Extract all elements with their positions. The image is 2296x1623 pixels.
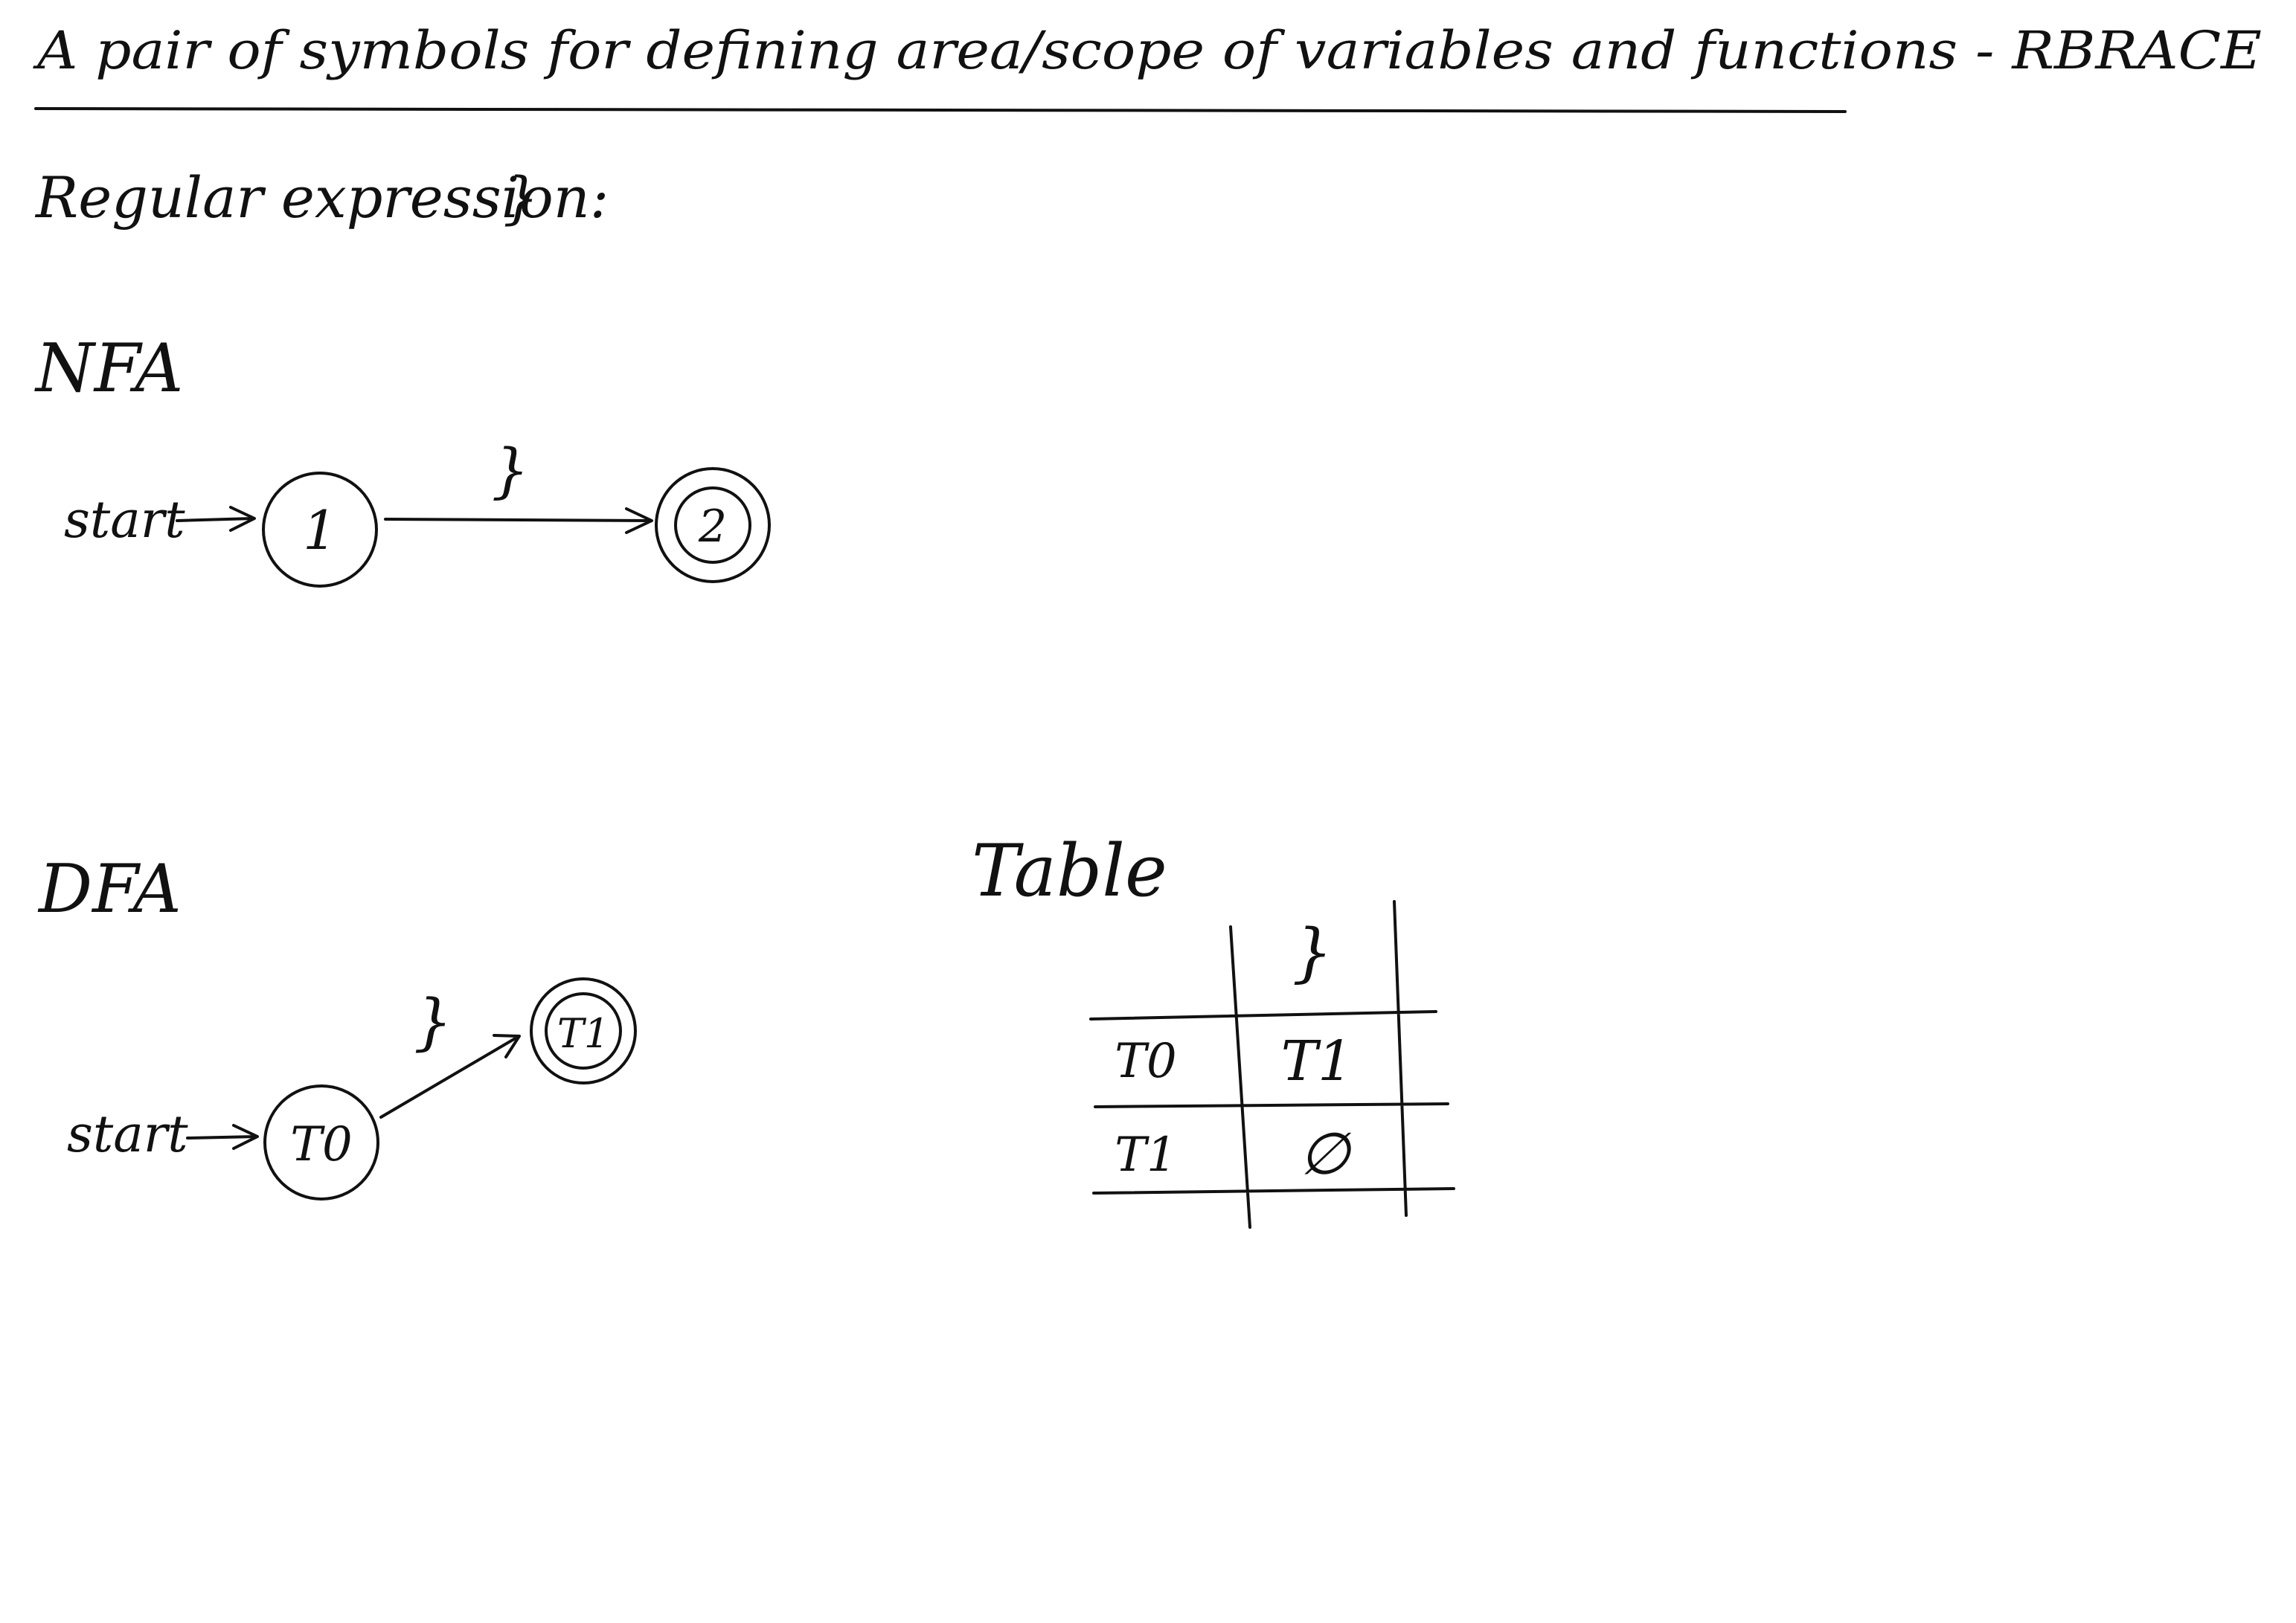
nfa-start-label: start bbox=[64, 491, 185, 550]
nfa-state-1 bbox=[262, 472, 378, 588]
dfa-state-T1-label: T1 bbox=[557, 1010, 609, 1057]
transition-table: Table } T0 T1 T1 ∅ bbox=[972, 829, 1455, 1229]
table-grid bbox=[1089, 900, 1455, 1229]
dfa-state-T0 bbox=[263, 1084, 379, 1201]
table-heading: Table bbox=[972, 829, 1167, 913]
table-row-1-cell-1: T1 bbox=[1281, 1029, 1353, 1093]
nfa-section: NFA start 1 } 2 bbox=[34, 330, 771, 588]
regex-label: Regular expression: bbox=[34, 164, 609, 231]
dfa-state-T1-inner bbox=[545, 992, 622, 1070]
title-group: A pair of symbols for defining area/scop… bbox=[33, 20, 2262, 113]
nfa-state-2-label: 2 bbox=[698, 501, 727, 553]
nfa-start-arrow bbox=[176, 506, 256, 532]
table-row-1-state: T0 bbox=[1115, 1034, 1176, 1089]
page-title: A pair of symbols for defining area/scop… bbox=[33, 20, 2262, 81]
dfa-transition-symbol: } bbox=[414, 987, 452, 1058]
nfa-heading: NFA bbox=[34, 330, 183, 408]
table-row-2-cell-1: ∅ bbox=[1299, 1121, 1352, 1188]
nfa-state-2-outer bbox=[655, 467, 771, 583]
table-row-2-state: T1 bbox=[1115, 1128, 1176, 1183]
nfa-state-1-label: 1 bbox=[303, 499, 337, 562]
regex-line: Regular expression: } bbox=[34, 164, 609, 231]
nfa-transition-symbol: } bbox=[492, 436, 530, 505]
dfa-state-T0-label: T0 bbox=[290, 1117, 352, 1172]
dfa-start-label: start bbox=[67, 1105, 188, 1164]
regex-symbol: } bbox=[503, 164, 539, 231]
title-underline bbox=[34, 107, 1847, 113]
dfa-section: DFA start T0 } T1 bbox=[37, 850, 637, 1201]
dfa-start-arrow bbox=[186, 1124, 259, 1150]
dfa-state-T1-outer bbox=[530, 977, 637, 1084]
table-col-header-1: } bbox=[1292, 916, 1333, 990]
dfa-transition-arrow bbox=[379, 1034, 521, 1119]
nfa-state-2-inner bbox=[674, 486, 751, 564]
dfa-heading: DFA bbox=[37, 850, 182, 928]
nfa-transition-arrow bbox=[384, 507, 653, 534]
